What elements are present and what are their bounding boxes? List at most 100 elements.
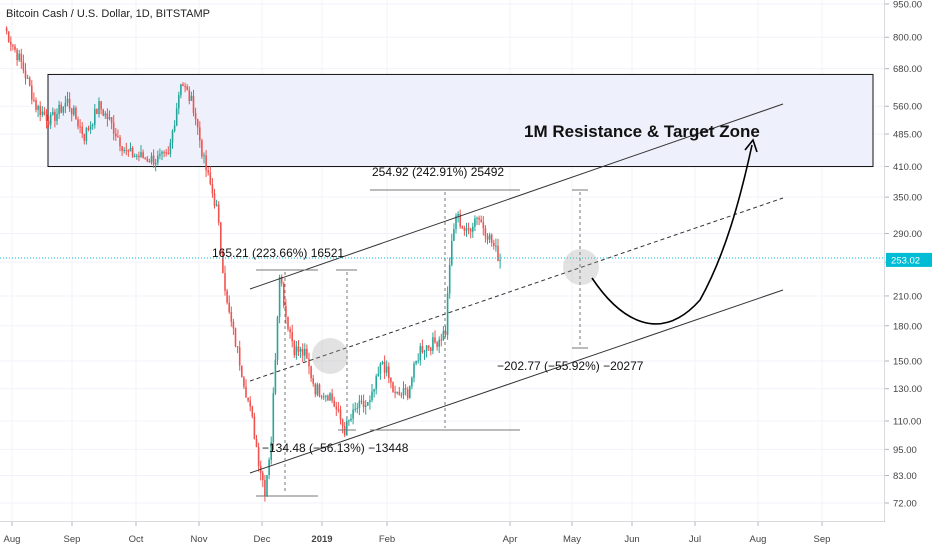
candle bbox=[16, 49, 18, 61]
candle bbox=[430, 347, 432, 351]
candle bbox=[190, 95, 193, 101]
candle bbox=[291, 332, 293, 342]
candle bbox=[154, 162, 157, 165]
candle bbox=[402, 388, 405, 395]
candle bbox=[362, 401, 365, 407]
candle bbox=[474, 218, 476, 227]
candle bbox=[211, 184, 214, 194]
candle bbox=[226, 290, 228, 303]
candle bbox=[62, 107, 65, 113]
candle bbox=[423, 350, 426, 353]
candle bbox=[108, 117, 111, 120]
candle bbox=[398, 391, 401, 395]
price-tick-label: 290.00 bbox=[893, 229, 922, 240]
candle bbox=[131, 147, 134, 157]
candle bbox=[236, 346, 239, 348]
candle bbox=[253, 416, 256, 439]
candle bbox=[54, 111, 56, 121]
candle bbox=[425, 345, 428, 351]
candle bbox=[289, 328, 291, 333]
candle bbox=[37, 105, 39, 110]
candle bbox=[31, 85, 33, 100]
candle bbox=[375, 376, 377, 390]
price-tick-label: 95.00 bbox=[893, 445, 917, 456]
candle bbox=[217, 204, 220, 223]
time-axis-bg bbox=[0, 522, 885, 550]
candle bbox=[354, 408, 356, 410]
candle bbox=[121, 146, 123, 152]
candle bbox=[346, 420, 348, 436]
price-tick-label: 350.00 bbox=[893, 193, 922, 204]
candle bbox=[196, 119, 199, 128]
candle bbox=[224, 273, 226, 291]
candle bbox=[222, 250, 224, 274]
candle bbox=[400, 394, 403, 396]
candle bbox=[327, 395, 329, 401]
candle bbox=[484, 228, 487, 237]
candle bbox=[70, 108, 73, 115]
candle bbox=[18, 53, 20, 61]
candle bbox=[171, 130, 174, 143]
candle bbox=[490, 234, 493, 243]
candle bbox=[52, 111, 54, 115]
candle bbox=[209, 172, 212, 185]
candle bbox=[438, 339, 440, 347]
price-tick-label: 130.00 bbox=[893, 384, 922, 395]
candle bbox=[251, 406, 254, 417]
candle bbox=[394, 391, 396, 393]
zone-label: 1M Resistance & Target Zone bbox=[524, 122, 760, 141]
projection-arrowhead bbox=[744, 138, 758, 153]
measure-up-2-label: 254.92 (242.91%) 25492 bbox=[372, 165, 504, 179]
candle bbox=[199, 127, 201, 141]
candle bbox=[381, 361, 384, 364]
candle bbox=[360, 400, 363, 402]
candle bbox=[322, 396, 325, 398]
price-axis[interactable]: 950.00 800.00 680.00 560.00 485.00 410.00 350.… bbox=[885, 0, 932, 550]
candle bbox=[201, 140, 203, 157]
candle bbox=[39, 105, 41, 116]
highlight-circle bbox=[312, 338, 348, 374]
time-tick-label: Jun bbox=[624, 534, 639, 545]
candle bbox=[335, 406, 338, 410]
price-tick-label: 150.00 bbox=[893, 357, 922, 368]
candle bbox=[243, 377, 245, 387]
candle bbox=[297, 346, 300, 352]
candle bbox=[33, 99, 35, 101]
candle bbox=[396, 391, 398, 393]
candle bbox=[96, 109, 98, 115]
candle bbox=[215, 204, 218, 206]
candle bbox=[182, 84, 184, 87]
candle bbox=[295, 346, 298, 356]
candle bbox=[306, 348, 308, 359]
candle bbox=[301, 349, 304, 356]
candle bbox=[421, 346, 424, 353]
candle bbox=[364, 405, 367, 407]
candle bbox=[115, 133, 117, 137]
candle bbox=[465, 228, 468, 231]
candle bbox=[285, 305, 287, 317]
candle bbox=[388, 366, 390, 378]
candle bbox=[83, 133, 86, 141]
time-axis[interactable]: Aug Sep Oct Nov Dec 2019 Feb Apr May Jun Jul Aug Sep bbox=[0, 522, 885, 550]
candle bbox=[390, 377, 392, 383]
candle bbox=[169, 142, 172, 155]
candle bbox=[310, 366, 312, 379]
candle bbox=[329, 393, 331, 401]
candle bbox=[406, 389, 409, 398]
price-tick-label: 560.00 bbox=[893, 102, 922, 113]
candle bbox=[493, 242, 495, 246]
candle bbox=[203, 155, 205, 157]
candle bbox=[419, 346, 422, 361]
candle bbox=[436, 342, 438, 347]
candle bbox=[314, 383, 317, 395]
price-tick-label: 485.00 bbox=[893, 130, 922, 141]
candle bbox=[127, 150, 130, 152]
candle bbox=[325, 395, 327, 397]
candle bbox=[89, 125, 92, 130]
current-price-label: 253.02 bbox=[891, 255, 920, 266]
measure-down-2-label: −202.77 (−55.92%) −20277 bbox=[497, 359, 644, 373]
candle bbox=[453, 229, 455, 241]
projection-curve bbox=[591, 144, 753, 325]
candle bbox=[383, 361, 386, 373]
